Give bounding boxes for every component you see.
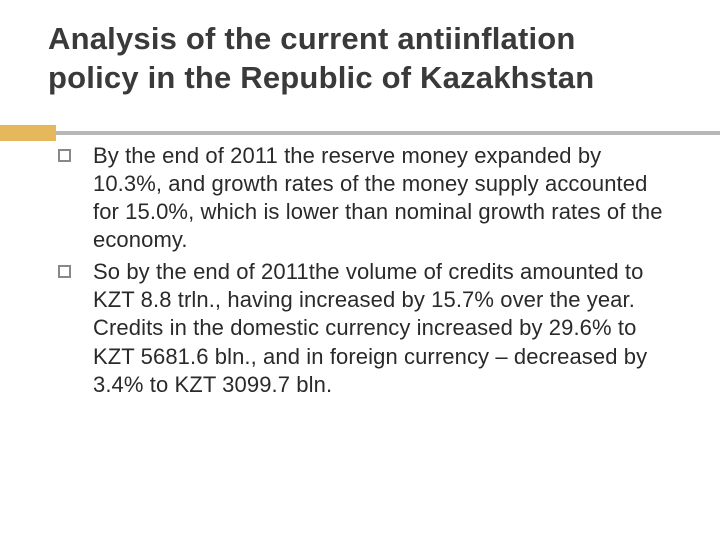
bullet-text: By the end of 2011 the reserve money exp… (93, 142, 672, 255)
bullet-text: So by the end of 2011the volume of credi… (93, 258, 672, 399)
accent-bar (0, 125, 56, 141)
page-title: Analysis of the current antiinflation po… (48, 20, 672, 98)
slide-container: Analysis of the current antiinflation po… (0, 0, 720, 540)
list-item: So by the end of 2011the volume of credi… (58, 258, 672, 399)
square-bullet-icon (58, 149, 71, 162)
square-bullet-icon (58, 265, 71, 278)
title-underline (0, 131, 720, 135)
list-item: By the end of 2011 the reserve money exp… (58, 142, 672, 255)
content-body: By the end of 2011 the reserve money exp… (48, 108, 672, 399)
